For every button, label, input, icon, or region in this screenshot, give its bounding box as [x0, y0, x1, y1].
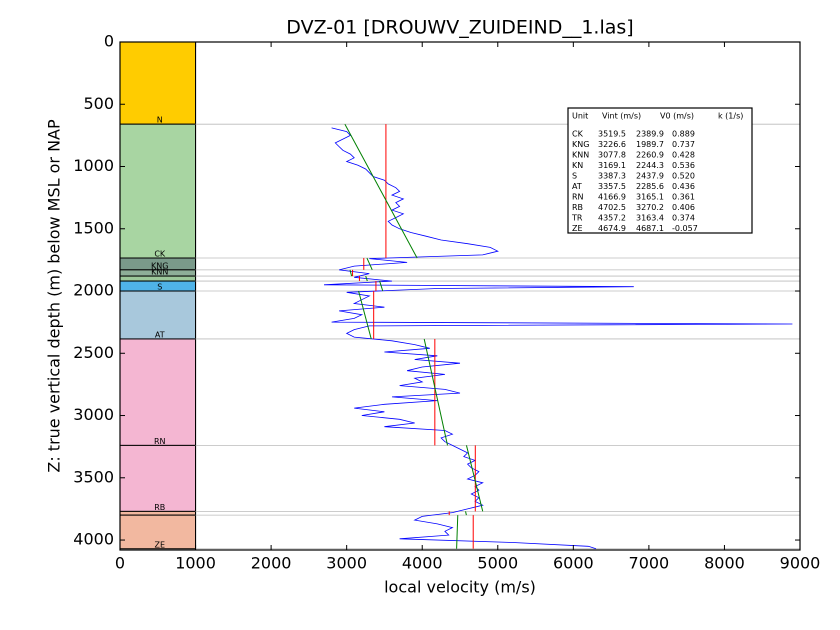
- table-v0: 2244.3: [636, 161, 664, 170]
- table-vint: 3169.1: [598, 161, 626, 170]
- velocity-trend: [358, 290, 372, 340]
- x-tick-label: 9000: [780, 554, 821, 573]
- table-vint: 4702.5: [598, 203, 626, 212]
- table-unit: KNN: [572, 151, 589, 160]
- table-header: V0 (m/s): [660, 112, 694, 121]
- y-tick-label: 4000: [73, 530, 114, 549]
- formation-label: KNN: [151, 268, 168, 277]
- formation-label: RN: [154, 437, 166, 446]
- table-unit: CK: [572, 130, 584, 139]
- x-tick-label: 4000: [402, 554, 443, 573]
- table-vint: 3387.3: [598, 172, 626, 181]
- chart-title: DVZ-01 [DROUWV_ZUIDEIND__1.las]: [286, 17, 633, 39]
- velocity-trend: [423, 338, 449, 446]
- table-unit: KN: [572, 161, 583, 170]
- y-tick-label: 1500: [73, 218, 114, 237]
- plot-frame: [119, 41, 801, 551]
- table-k: 0.428: [672, 151, 695, 160]
- table-v0: 2260.9: [636, 151, 664, 160]
- table-k: 0.374: [672, 214, 695, 223]
- formation-label: CK: [154, 250, 166, 259]
- x-tick-label: 0: [115, 554, 125, 573]
- y-tick-label: 500: [83, 94, 114, 113]
- table-unit: ZE: [572, 224, 583, 233]
- formation-block: [119, 123, 197, 259]
- table-vint: 4674.9: [598, 224, 626, 233]
- velocity-trend: [365, 275, 368, 282]
- table-unit: TR: [571, 214, 583, 223]
- velocity-log: [323, 127, 793, 550]
- table-k: 0.406: [672, 203, 695, 212]
- y-tick-label: 2000: [73, 281, 114, 300]
- x-tick-label: 7000: [629, 554, 670, 573]
- formation-block: [119, 444, 197, 512]
- y-tick-label: 1000: [73, 156, 114, 175]
- x-tick-label: 8000: [704, 554, 745, 573]
- formation-label: RB: [154, 503, 165, 512]
- table-k: 0.737: [672, 140, 695, 149]
- formation-block: [119, 275, 197, 282]
- table-header: Vint (m/s): [602, 112, 641, 121]
- table-unit: KNG: [572, 140, 589, 149]
- table-k: -0.057: [672, 224, 698, 233]
- table-v0: 3165.1: [636, 193, 664, 202]
- velocity-trend: [465, 511, 467, 516]
- table-header: Unit: [572, 112, 588, 121]
- formation-label: AT: [155, 330, 165, 339]
- legend-table: [567, 107, 753, 234]
- table-vint: 3077.8: [598, 151, 626, 160]
- x-tick-label: 2000: [251, 554, 292, 573]
- table-vint: 3519.5: [598, 130, 626, 139]
- x-axis-label: local velocity (m/s): [384, 578, 536, 597]
- formation-label: S: [157, 283, 162, 292]
- table-v0: 1989.7: [636, 140, 664, 149]
- table-v0: 2437.9: [636, 172, 664, 181]
- table-vint: 4166.9: [598, 193, 626, 202]
- table-k: 0.520: [672, 172, 695, 181]
- table-v0: 2389.9: [636, 130, 664, 139]
- y-tick-label: 3000: [73, 405, 114, 424]
- table-vint: 3226.6: [598, 140, 626, 149]
- table-k: 0.436: [672, 182, 695, 191]
- velocity-trend: [465, 445, 484, 512]
- table-v0: 2285.6: [636, 182, 664, 191]
- table-k: 0.361: [672, 193, 695, 202]
- formation-label: ZE: [155, 540, 166, 549]
- table-vint: 4357.2: [598, 214, 626, 223]
- formation-block: [119, 338, 197, 446]
- formation-block: [119, 514, 197, 550]
- table-unit: S: [572, 172, 577, 181]
- formation-block: [119, 41, 197, 125]
- table-v0: 3163.4: [636, 214, 664, 223]
- x-tick-label: 6000: [553, 554, 594, 573]
- table-unit: AT: [572, 182, 582, 191]
- y-axis-label: Z: true vertical depth (m) below MSL or …: [45, 119, 64, 473]
- y-tick-label: 0: [104, 32, 114, 51]
- x-tick-label: 1000: [175, 554, 216, 573]
- velocity-trend: [349, 269, 353, 277]
- table-v0: 3270.2: [636, 203, 664, 212]
- x-tick-label: 5000: [477, 554, 518, 573]
- formation-block: [119, 510, 197, 516]
- table-unit: RN: [572, 193, 584, 202]
- y-tick-label: 3500: [73, 467, 114, 486]
- y-tick-label: 2500: [73, 343, 114, 362]
- table-unit: RB: [572, 203, 583, 212]
- formation-label: N: [157, 116, 163, 125]
- x-tick-label: 3000: [326, 554, 367, 573]
- table-header: k (1/s): [718, 112, 743, 121]
- table-vint: 3357.5: [598, 182, 626, 191]
- velocity-trend: [456, 515, 459, 549]
- table-k: 0.536: [672, 161, 695, 170]
- table-v0: 4687.1: [636, 224, 664, 233]
- velocity-trend: [366, 257, 373, 271]
- table-k: 0.889: [672, 130, 695, 139]
- velocity-trend: [379, 280, 384, 292]
- velocity-trend: [344, 123, 418, 259]
- formation-label: KNG: [151, 261, 168, 270]
